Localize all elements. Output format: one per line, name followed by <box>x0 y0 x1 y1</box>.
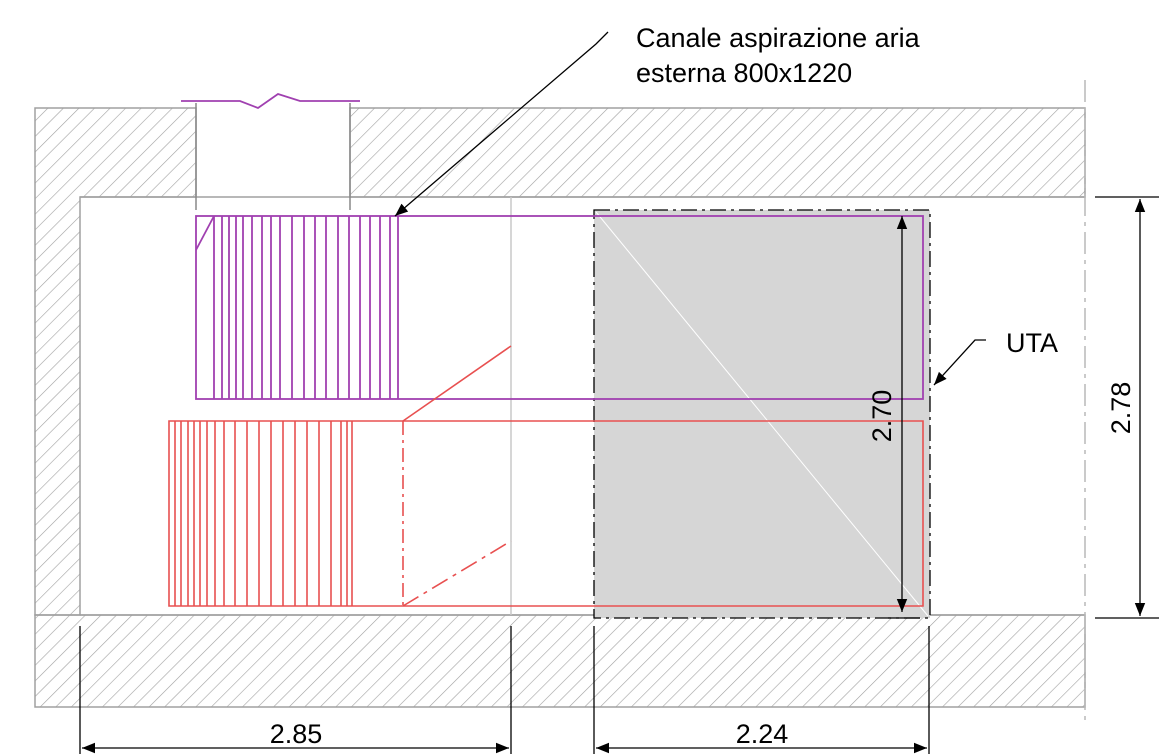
bottom-right-dimension: 2.24 <box>736 719 789 749</box>
break-line <box>181 93 360 110</box>
wall-opening <box>181 93 360 210</box>
return-duct <box>168 345 924 607</box>
wall-hatching <box>34 80 1086 720</box>
duct-label-line1: Canale aspirazione aria <box>636 23 921 53</box>
duct-label-leader: Canale aspirazione aria esterna 800x1220 <box>394 23 921 217</box>
dimension-room-height: 2.78 <box>1095 196 1159 619</box>
top-wall <box>34 107 197 616</box>
uta-label-leader: UTA <box>933 328 1058 386</box>
dimension-unit-height: 2.70 <box>867 216 920 619</box>
duct-label-line2: esterna 800x1220 <box>636 58 852 88</box>
dimension-bottom: 2.85 2.24 <box>79 626 930 754</box>
bottom-left-dimension: 2.85 <box>270 719 323 749</box>
bottom-wall <box>34 614 1086 708</box>
uta-unit <box>593 209 931 619</box>
unit-height-value: 2.70 <box>867 390 897 443</box>
supply-duct <box>195 215 924 400</box>
room-height-value: 2.78 <box>1106 382 1136 435</box>
top-wall-right <box>349 107 1086 198</box>
uta-label: UTA <box>1006 328 1058 358</box>
